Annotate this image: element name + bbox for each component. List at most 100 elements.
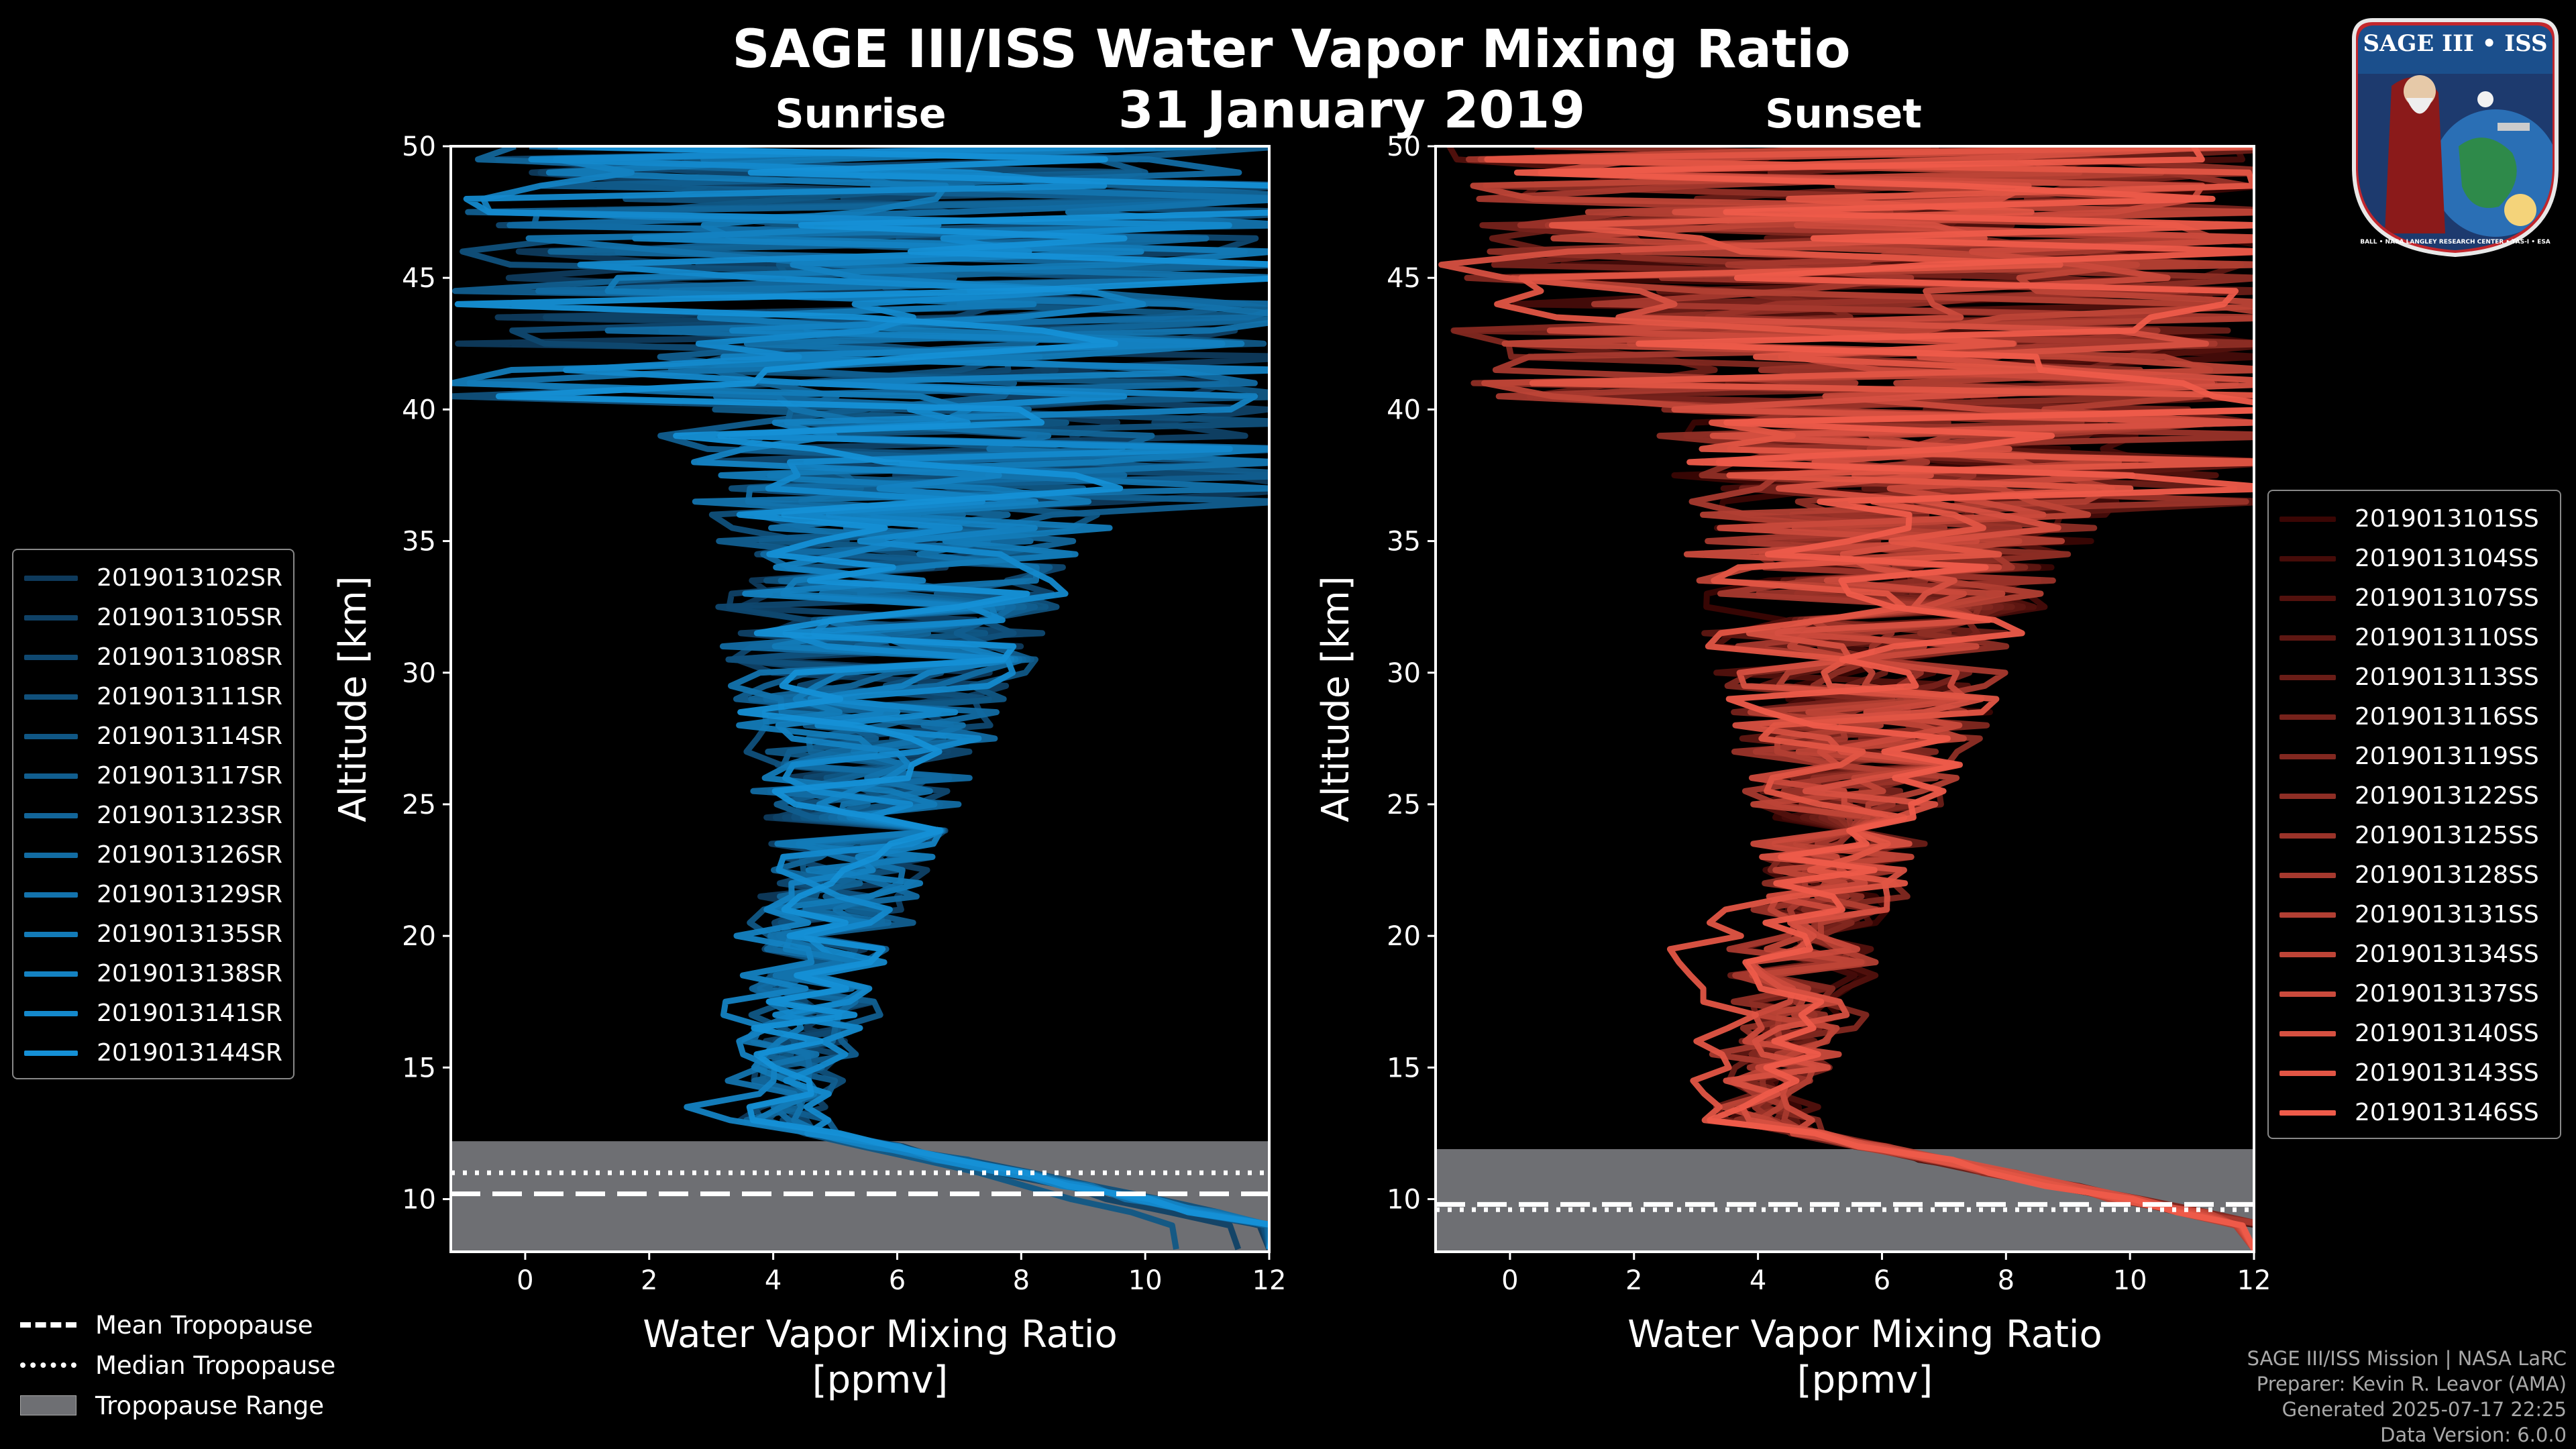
legend-item-2019013146SS: 2019013146SS — [2279, 1093, 2549, 1132]
x-tick-label: 0 — [517, 1265, 533, 1296]
sunrise-subtitle: Sunrise — [775, 91, 946, 138]
legend-swatch — [24, 1010, 78, 1016]
legend-item-2019013138SR: 2019013138SR — [24, 954, 282, 994]
legend-label: 2019013138SR — [97, 960, 282, 987]
x-axis-unit-label: [ppmv] — [1797, 1358, 1933, 1402]
legend-swatch — [2279, 1070, 2336, 1076]
y-tick-label: 20 — [402, 921, 436, 952]
x-tick-label: 4 — [765, 1265, 782, 1296]
profile-line-2019013144SR — [454, 146, 1269, 1250]
legend-swatch — [24, 852, 78, 858]
legend-item-2019013110SS: 2019013110SS — [2279, 618, 2549, 657]
x-tick-label: 0 — [1501, 1265, 1518, 1296]
y-tick-label: 15 — [402, 1053, 436, 1083]
legend-swatch — [2279, 872, 2336, 878]
legend-item-2019013123SR: 2019013123SR — [24, 796, 282, 835]
y-tick-label: 40 — [1387, 394, 1421, 425]
legend-label: 2019013101SS — [2355, 505, 2539, 533]
y-tick-label: 35 — [402, 527, 436, 557]
y-tick-label: 25 — [402, 790, 436, 820]
y-tick-label: 10 — [1387, 1185, 1421, 1216]
legend-label: 2019013146SS — [2355, 1099, 2539, 1126]
legend-label: 2019013125SS — [2355, 822, 2539, 849]
sunset-legend: 2019013101SS 2019013104SS 2019013107SS 2019… — [2267, 490, 2561, 1139]
sunrise-panel: 0 2 4 6 8 10 12 10 15 20 25 30 35 40 45 50 Water Vapor M… — [331, 131, 1286, 1402]
legend-label: 2019013126SR — [97, 841, 282, 869]
legend-label: 2019013137SS — [2355, 980, 2539, 1008]
y-tick-label: 15 — [1387, 1053, 1421, 1083]
footer-version: Data Version: 6.0.0 — [2380, 1424, 2567, 1446]
legend-item-2019013134SS: 2019013134SS — [2279, 934, 2549, 974]
footer-preparer: Preparer: Kevin R. Leavor (AMA) — [2256, 1373, 2567, 1395]
sunset-panel: 0 2 4 6 8 10 12 10 15 20 25 30 35 40 45 50 Water Vapor M… — [1314, 131, 2271, 1402]
legend-item-2019013111SR: 2019013111SR — [24, 677, 282, 716]
legend-label: 2019013102SR — [97, 564, 282, 592]
x-axis-label: Water Vapor Mixing Ratio — [643, 1313, 1117, 1356]
y-tick-label: 50 — [1387, 131, 1421, 162]
x-axis-label: Water Vapor Mixing Ratio — [1627, 1313, 2102, 1356]
x-tick-label: 2 — [641, 1265, 657, 1296]
legend-label: 2019013107SS — [2355, 584, 2539, 612]
legend-label: 2019013141SR — [97, 1000, 282, 1027]
footer-credits: SAGE III/ISS Mission | NASA LaRC Prepare… — [2247, 1346, 2567, 1448]
legend-label: 2019013134SS — [2355, 941, 2539, 968]
legend-item-2019013126SR: 2019013126SR — [24, 835, 282, 875]
legend-label: 2019013105SR — [97, 604, 282, 631]
legend-swatch — [24, 733, 78, 739]
y-tick-label: 45 — [1387, 263, 1421, 294]
legend-item-2019013143SS: 2019013143SS — [2279, 1053, 2549, 1093]
median-tropopause-label: Median Tropopause — [95, 1350, 336, 1380]
legend-item-2019013102SR: 2019013102SR — [24, 558, 282, 598]
legend-swatch — [2279, 991, 2336, 997]
legend-swatch — [24, 892, 78, 898]
dashed-line-swatch — [20, 1322, 76, 1328]
legend-item-2019013137SS: 2019013137SS — [2279, 974, 2549, 1014]
x-tick-label: 12 — [2237, 1265, 2271, 1296]
legend-swatch — [2279, 516, 2336, 522]
legend-label: 2019013110SS — [2355, 624, 2539, 651]
chart-date: 31 January 2019 — [1118, 80, 1585, 140]
footer-mission: SAGE III/ISS Mission | NASA LaRC — [2247, 1347, 2567, 1370]
profile-line-2019013146SS — [1513, 146, 2254, 1251]
legend-item-2019013131SS: 2019013131SS — [2279, 895, 2549, 934]
legend-swatch — [24, 1050, 78, 1056]
legend-item-2019013122SS: 2019013122SS — [2279, 776, 2549, 816]
legend-label: 2019013144SR — [97, 1039, 282, 1067]
legend-swatch — [24, 654, 78, 660]
x-tick-label: 8 — [1013, 1265, 1030, 1296]
legend-label: 2019013140SS — [2355, 1020, 2539, 1047]
legend-item-2019013141SR: 2019013141SR — [24, 994, 282, 1033]
y-tick-label: 30 — [1387, 658, 1421, 689]
legend-label: 2019013143SS — [2355, 1059, 2539, 1087]
legend-label: 2019013111SR — [97, 683, 282, 710]
legend-item-2019013117SR: 2019013117SR — [24, 756, 282, 796]
legend-item-2019013107SS: 2019013107SS — [2279, 578, 2549, 618]
x-axis-unit-label: [ppmv] — [812, 1358, 948, 1402]
legend-swatch — [2279, 1030, 2336, 1036]
legend-swatch — [2279, 912, 2336, 918]
sunrise-legend: 2019013102SR 2019013105SR 2019013108SR 2019… — [12, 549, 294, 1079]
legend-swatch — [24, 575, 78, 581]
footer-generated: Generated 2025-07-17 22:25 — [2282, 1398, 2567, 1421]
profile-lines — [1438, 146, 2254, 1251]
legend-item-2019013135SR: 2019013135SR — [24, 914, 282, 954]
legend-swatch — [24, 931, 78, 937]
x-tick-label: 4 — [1750, 1265, 1766, 1296]
profile-line-2019013143SS — [1484, 146, 2254, 1251]
x-tick-label: 10 — [1128, 1265, 1163, 1296]
logo-title: SAGE III • ISS — [2363, 30, 2547, 57]
legend-swatch — [2279, 595, 2336, 601]
dotted-line-swatch — [20, 1362, 76, 1368]
legend-label: 2019013108SR — [97, 643, 282, 671]
y-tick-label: 10 — [402, 1185, 436, 1216]
legend-label: 2019013128SS — [2355, 861, 2539, 889]
legend-swatch — [2279, 635, 2336, 641]
legend-item-2019013125SS: 2019013125SS — [2279, 816, 2549, 855]
legend-swatch — [2279, 674, 2336, 680]
legend-label: 2019013129SR — [97, 881, 282, 908]
profile-line-2019013137SS — [1538, 146, 2254, 1251]
legend-label: 2019013117SR — [97, 762, 282, 790]
y-axis-label: Altitude [km] — [331, 576, 375, 822]
legend-label: 2019013104SS — [2355, 545, 2539, 572]
x-tick-label: 10 — [2113, 1265, 2147, 1296]
